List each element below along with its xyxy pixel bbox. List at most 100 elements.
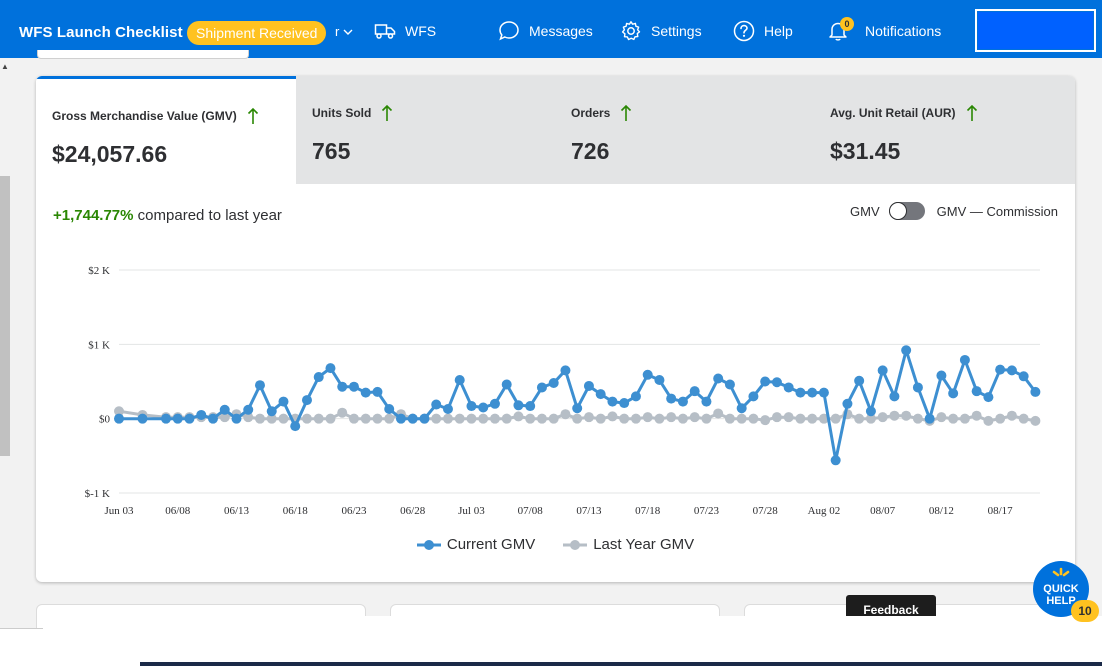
data-point-last-year [607, 411, 618, 422]
tab-aur[interactable]: Avg. Unit Retail (AUR) $31.45 [814, 76, 1075, 184]
x-tick-label: 06/08 [165, 505, 191, 517]
data-point-last-year [1018, 413, 1029, 424]
data-point-last-year [1030, 415, 1041, 426]
data-point-last-year [560, 409, 571, 420]
data-point-current [184, 413, 195, 424]
data-point-last-year [243, 412, 254, 423]
nav-wfs[interactable]: WFS [374, 18, 436, 44]
data-point-current [807, 387, 818, 398]
arrow-up-icon [621, 104, 632, 121]
scroll-up-arrow-icon[interactable]: ▲ [1, 62, 9, 71]
data-point-current [971, 386, 982, 397]
y-tick-label: $1 K [88, 339, 110, 351]
data-point-last-year [501, 413, 512, 424]
help-icon [733, 20, 755, 42]
data-point-current [889, 391, 900, 402]
account-dropdown[interactable]: r [335, 24, 353, 39]
data-point-current [630, 391, 641, 402]
comparison-label: compared to last year [137, 207, 282, 224]
tab-gmv[interactable]: Gross Merchandise Value (GMV) $24,057.66 [36, 76, 296, 184]
data-point-current [795, 387, 806, 398]
data-point-last-year [912, 413, 923, 424]
data-point-last-year [372, 413, 383, 424]
data-point-current [642, 369, 653, 380]
nav-notifications[interactable]: 0 Notifications [827, 17, 941, 44]
data-point-last-year [666, 412, 677, 423]
x-tick-label: 06/28 [400, 505, 426, 517]
data-point-current [948, 388, 959, 399]
data-point-last-year [724, 413, 735, 424]
data-point-last-year [454, 413, 465, 424]
nav-settings-label: Settings [651, 23, 702, 39]
truck-icon [374, 24, 396, 39]
data-point-last-year [337, 407, 348, 418]
data-point-last-year [431, 413, 442, 424]
toggle-right-label: GMV — Commission [936, 203, 1058, 219]
data-point-current [466, 401, 477, 412]
tab-orders-value: 726 [571, 138, 610, 164]
spark-icon [1052, 567, 1070, 577]
data-point-last-year [677, 413, 688, 424]
page-scrollbar[interactable] [0, 58, 12, 628]
tab-orders[interactable]: Orders 726 [555, 76, 815, 184]
gmv-commission-toggle[interactable] [888, 202, 925, 220]
x-tick-label: 06/13 [224, 505, 250, 517]
data-point-last-year [689, 412, 700, 423]
data-point-last-year [971, 410, 982, 421]
legend-marker-current [416, 539, 441, 550]
nav-messages[interactable]: Messages [498, 18, 593, 44]
data-point-current [337, 381, 348, 392]
feedback-button[interactable]: Feedback [846, 595, 936, 617]
data-point-current [172, 413, 183, 424]
data-point-last-year [865, 413, 876, 424]
data-point-current [384, 404, 395, 415]
data-point-last-year [854, 413, 865, 424]
wfs-launch-checklist-link[interactable]: WFS Launch Checklist [19, 24, 183, 41]
data-point-current [912, 382, 923, 393]
nav-help[interactable]: Help [733, 18, 793, 44]
comparison-percent: +1,744.77% [53, 207, 134, 224]
data-point-current [771, 377, 782, 388]
quick-help-button[interactable]: QUICK HELP [1033, 561, 1089, 617]
account-button[interactable] [975, 9, 1096, 52]
data-point-last-year [783, 412, 794, 423]
nav-messages-label: Messages [529, 23, 593, 39]
tab-units-sold[interactable]: Units Sold 765 [296, 76, 556, 184]
tab-orders-label-row: Orders [571, 104, 632, 122]
legend-label-last-year: Last Year GMV [593, 536, 695, 553]
data-point-last-year [348, 413, 359, 424]
legend-item-last-year[interactable]: Last Year GMV [563, 536, 694, 553]
x-tick-label: 06/18 [283, 505, 309, 517]
data-point-current [548, 377, 559, 388]
data-point-last-year [995, 413, 1006, 424]
data-point-last-year [642, 412, 653, 423]
quick-help-line1: QUICK [1043, 583, 1079, 595]
data-point-last-year [478, 413, 489, 424]
performance-card: Gross Merchandise Value (GMV) $24,057.66… [36, 76, 1075, 582]
data-point-last-year [595, 413, 606, 424]
data-point-current [724, 379, 735, 390]
bottom-left-panel [0, 628, 43, 666]
scrollbar-thumb[interactable] [0, 176, 10, 456]
nav-settings[interactable]: Settings [620, 18, 702, 44]
data-point-last-year [936, 412, 947, 423]
toggle-left-label: GMV [850, 203, 880, 219]
data-point-current [1018, 371, 1029, 382]
legend-item-current[interactable]: Current GMV [416, 536, 535, 553]
tab-units-value: 765 [312, 138, 351, 164]
y-tick-label: $2 K [88, 265, 110, 277]
data-point-last-year [1006, 410, 1017, 421]
data-point-current [583, 380, 594, 391]
data-point-current [677, 396, 688, 407]
data-point-current [842, 398, 853, 409]
data-point-last-year [889, 410, 900, 421]
nav-help-label: Help [764, 23, 793, 39]
previous-card-edge [37, 50, 249, 59]
tab-aur-value: $31.45 [830, 138, 901, 164]
data-point-current [266, 406, 277, 417]
x-tick-label: 07/08 [518, 505, 544, 517]
chart-legend: Current GMV Last Year GMV [36, 536, 1075, 553]
gmv-commission-toggle-group: GMV GMV — Commission [850, 202, 1058, 220]
data-point-current [325, 363, 336, 374]
data-point-last-year [254, 413, 265, 424]
